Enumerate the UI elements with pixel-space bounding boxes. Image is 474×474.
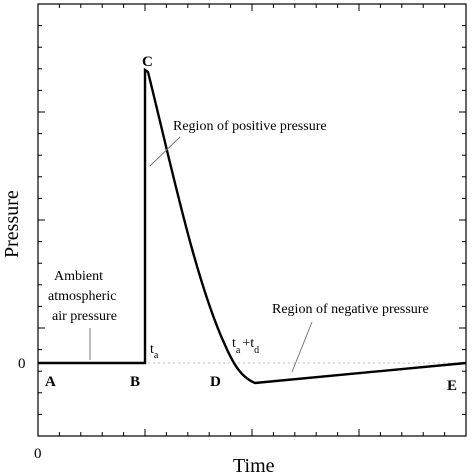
x-origin-label: 0 — [34, 446, 42, 462]
pressure-curve — [38, 67, 467, 385]
ta-base: t — [150, 342, 154, 357]
y-axis-title: Pressure — [1, 190, 23, 258]
ambient-label-line1: Ambient — [54, 269, 103, 284]
positive-region-leader-line — [149, 136, 181, 167]
tatd-plus: +t — [242, 336, 254, 351]
ambient-label-line2: atmospheric — [48, 289, 116, 304]
tatd-sub1: a — [236, 345, 241, 356]
ambient-label-line3: air pressure — [52, 309, 117, 324]
point-e-label: E — [447, 378, 457, 394]
ta-plus-td-label: ta +td — [232, 336, 259, 356]
positive-region-label: Region of positive pressure — [173, 119, 327, 134]
tatd-t1: t — [232, 336, 236, 351]
x-axis-title: Time — [233, 455, 275, 474]
negative-region-label: Region of negative pressure — [272, 302, 429, 317]
y-zero-label: 0 — [18, 356, 26, 372]
point-c-label: C — [142, 54, 153, 70]
point-d-label: D — [210, 374, 221, 390]
plot-frame — [37, 3, 467, 437]
point-b-label: B — [130, 374, 140, 390]
axis-ticks — [38, 4, 466, 436]
point-a-label: A — [45, 374, 56, 390]
ta-label: ta — [150, 342, 159, 361]
ta-subscript: a — [154, 350, 159, 361]
negative-region-leader-line — [291, 321, 313, 373]
tatd-sub2: d — [254, 345, 259, 356]
